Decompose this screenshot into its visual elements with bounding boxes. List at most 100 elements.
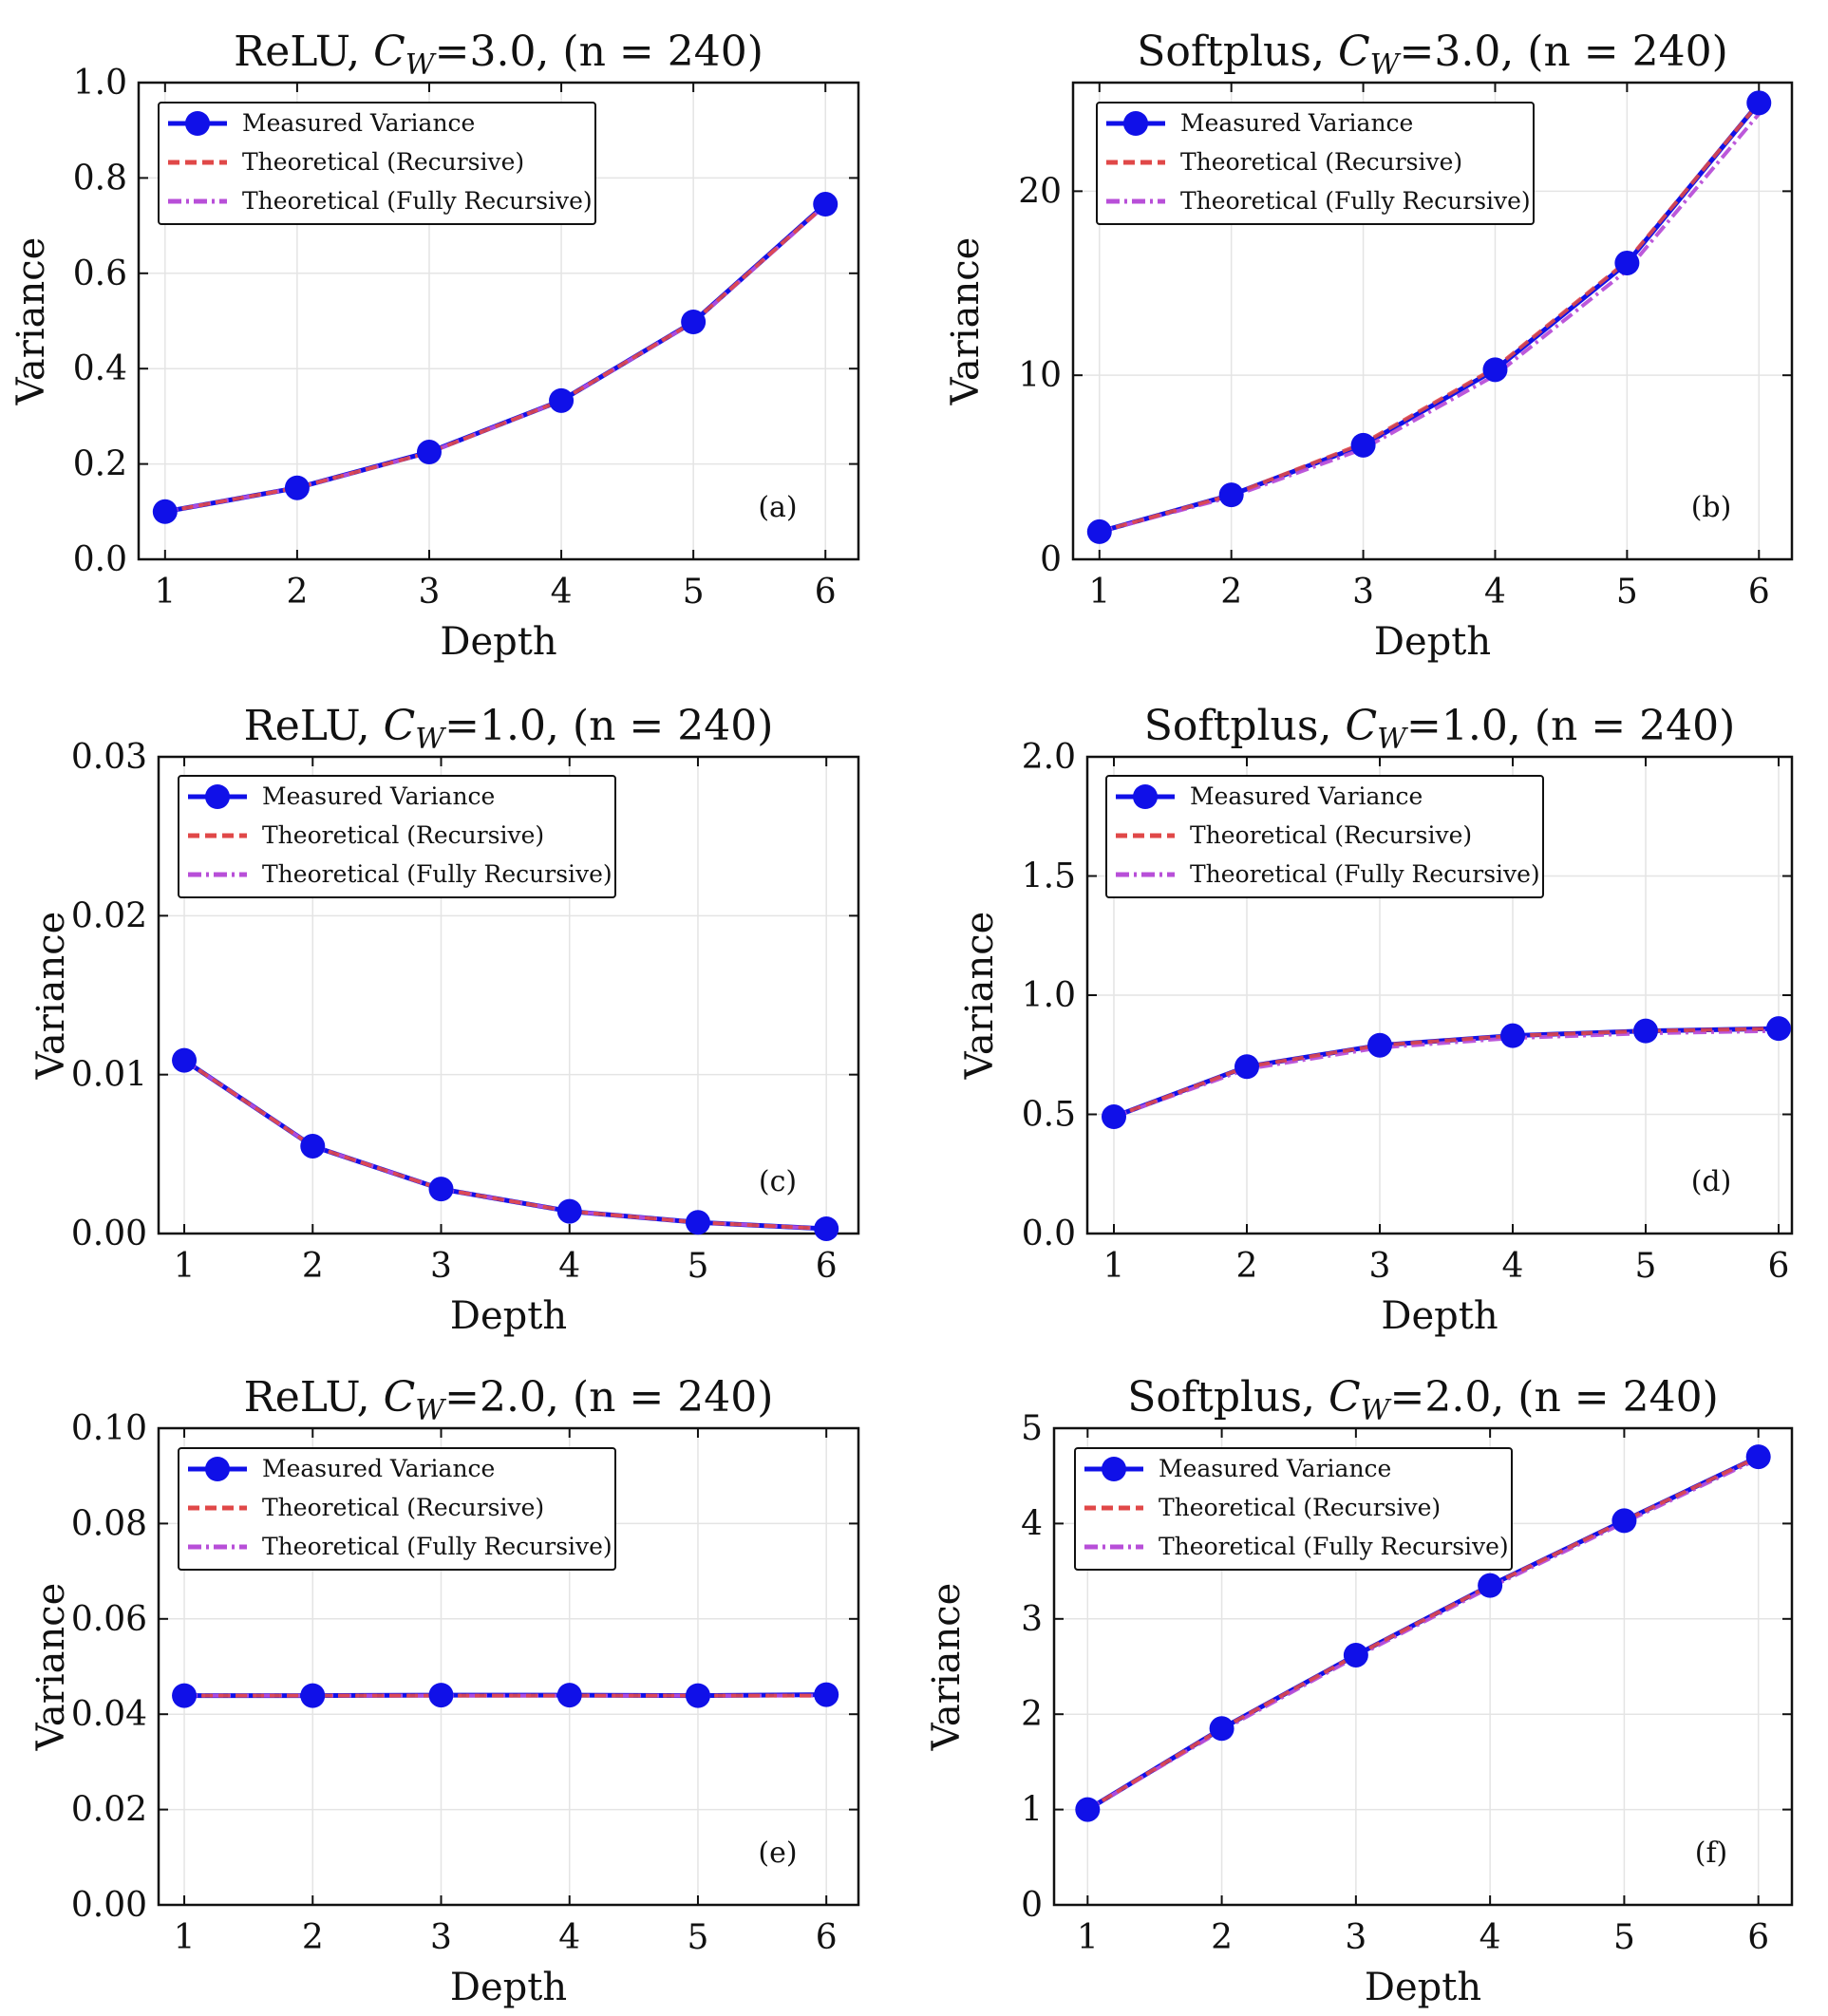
x-tick-label: 1 [174, 1247, 196, 1286]
y-tick-label: 0.2 [73, 445, 127, 484]
chart-panel-d: 1 2 3 4 5 6 0.0 0.5 1.0 1.5 2.0 Softplus, CW=1.0, (… [958, 702, 1794, 1338]
x-tick-label: 6 [1768, 1247, 1790, 1286]
y-tick-label: 0.06 [71, 1600, 147, 1639]
series-line-recursive [182, 1058, 827, 1231]
y-tick-label: 0.00 [71, 1886, 147, 1925]
y-tick-label: 0.02 [71, 1791, 147, 1830]
data-point-measured [172, 1683, 198, 1708]
y-tick-label: 0.6 [73, 254, 127, 293]
x-tick-label: 4 [558, 1247, 580, 1286]
legend-label-recursive: Theoretical (Recursive) [242, 148, 524, 176]
data-point-measured [814, 1682, 839, 1707]
data-point-measured [1746, 90, 1772, 116]
panel-label: (c) [759, 1165, 797, 1198]
title-suffix: =2.0, (n = 240) [444, 1373, 773, 1422]
title-subscript: W [415, 1394, 446, 1427]
data-point-measured [556, 1198, 582, 1224]
legend-label-recursive: Theoretical (Recursive) [1180, 148, 1462, 176]
y-tick-label: 0.00 [71, 1215, 147, 1253]
data-point-measured [1102, 1104, 1126, 1130]
legend-label-fully: Theoretical (Fully Recursive) [262, 860, 612, 888]
title-prefix: ReLU, [234, 28, 373, 76]
data-point-measured [1745, 1444, 1771, 1470]
y-tick-label: 0.04 [71, 1695, 147, 1734]
y-axis-label: Variance [9, 237, 53, 406]
x-tick-label: 3 [1345, 1918, 1366, 1957]
data-point-measured [284, 475, 310, 500]
x-tick-label: 5 [683, 573, 705, 612]
title-subscript: W [415, 723, 446, 756]
data-point-measured [1614, 250, 1640, 275]
x-tick-label: 4 [551, 573, 573, 612]
data-point-measured [556, 1683, 582, 1708]
x-tick-label: 5 [1635, 1247, 1657, 1286]
x-axis-label: Depth [1374, 620, 1491, 664]
y-tick-label: 0.0 [1022, 1215, 1076, 1253]
title-prefix: ReLU, [244, 1373, 384, 1422]
series-line-measured [164, 202, 827, 515]
chart-title: Softplus, CW=1.0, (n = 240) [1144, 702, 1736, 756]
title-subscript: W [1370, 48, 1402, 82]
x-tick-label: 5 [688, 1247, 709, 1286]
plot-frame [1071, 81, 1794, 561]
x-tick-label: 1 [1077, 1918, 1099, 1957]
y-tick-label: 0.08 [71, 1504, 147, 1543]
x-tick-label: 4 [1479, 1918, 1501, 1957]
legend-label-fully: Theoretical (Fully Recursive) [1180, 187, 1531, 215]
chart-title: Softplus, CW=2.0, (n = 240) [1127, 1373, 1719, 1427]
legend-box [1096, 102, 1535, 225]
x-tick-label: 1 [174, 1918, 196, 1957]
x-tick-label: 4 [558, 1918, 580, 1957]
y-tick-label: 1 [1021, 1791, 1043, 1830]
title-subscript: W [1361, 1394, 1392, 1427]
data-point-measured [1234, 1054, 1259, 1080]
x-tick-label: 1 [1103, 1247, 1125, 1286]
legend-marker-measured [185, 111, 210, 136]
title-suffix: =3.0, (n = 240) [435, 28, 763, 76]
legend-box [1074, 1447, 1513, 1571]
x-axis-label: Depth [450, 1294, 567, 1338]
plot-frame [157, 1426, 860, 1907]
data-point-measured [172, 1047, 198, 1073]
panel-label: (e) [758, 1837, 797, 1870]
data-point-measured [681, 310, 707, 335]
title-prefix: ReLU, [244, 702, 384, 750]
y-tick-label: 0.5 [1022, 1096, 1076, 1135]
y-tick-label: 0.01 [71, 1056, 147, 1095]
x-tick-label: 2 [1236, 1247, 1258, 1286]
title-prefix: Softplus, [1144, 702, 1346, 750]
title-symbol: C [1338, 28, 1370, 76]
legend-marker-measured [1123, 111, 1148, 136]
legend: Measured Variance Theoretical (Recursive)… [1096, 102, 1535, 225]
y-tick-label: 0.02 [71, 896, 147, 935]
x-tick-label: 2 [1220, 573, 1242, 612]
title-suffix: =1.0, (n = 240) [444, 702, 773, 750]
data-point-measured [152, 499, 178, 524]
series-line-fully-recursive [164, 203, 827, 514]
y-tick-label: 4 [1021, 1504, 1043, 1543]
panel-label: (b) [1691, 491, 1732, 524]
chart-panel-b: 1 2 3 4 5 6 0 10 20 Softplus, CW=3.0, (n = 240) De… [944, 28, 1794, 664]
x-tick-label: 5 [688, 1918, 709, 1957]
data-point-measured [300, 1133, 326, 1159]
data-point-measured [813, 192, 839, 217]
data-point-measured [1350, 432, 1376, 458]
chart-title: ReLU, CW=2.0, (n = 240) [244, 1373, 774, 1427]
x-tick-label: 3 [1352, 573, 1374, 612]
y-tick-label: 1.0 [1022, 976, 1076, 1015]
legend: Measured Variance Theoretical (Recursive)… [1105, 775, 1544, 898]
y-tick-label: 0.8 [73, 159, 127, 198]
x-tick-label: 3 [1369, 1247, 1391, 1286]
y-tick-label: 3 [1021, 1600, 1043, 1639]
chart-panel-c: 1 2 3 4 5 6 0.00 0.01 0.02 0.03 ReLU, CW=1.0, (n =… [29, 702, 860, 1338]
y-tick-label: 20 [1018, 172, 1062, 211]
data-point-measured [428, 1177, 454, 1202]
chart-panel-e: 1 2 3 4 5 6 0.00 0.02 0.04 0.06 0.08 0.10 ReLU, CW=2… [29, 1373, 860, 2009]
legend-label-fully: Theoretical (Fully Recursive) [1159, 1533, 1509, 1560]
legend-label-measured: Measured Variance [262, 782, 495, 810]
y-tick-label: 0.03 [71, 738, 147, 777]
plot-frame [157, 755, 860, 1235]
series-line-fully-recursive [1113, 1028, 1780, 1119]
legend-label-fully: Theoretical (Fully Recursive) [262, 1533, 612, 1560]
